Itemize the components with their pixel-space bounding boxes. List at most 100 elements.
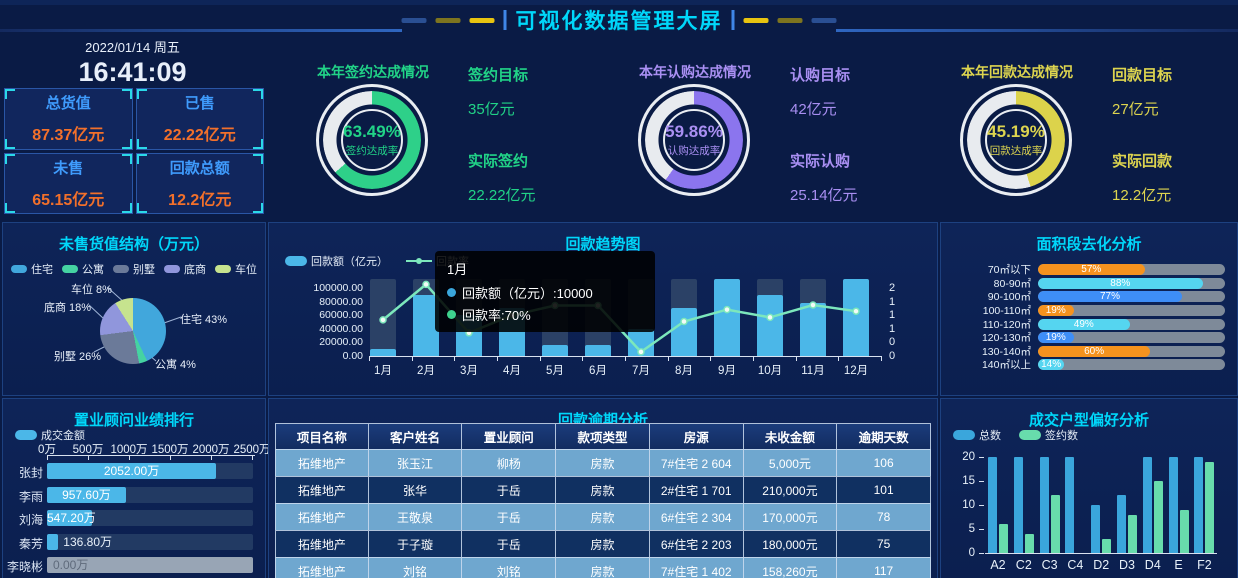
legend-item-signed[interactable]: 签约数 bbox=[1019, 427, 1078, 443]
area-row: 130-140㎡ 60% bbox=[953, 345, 1225, 359]
table-row[interactable]: 拓维地产 于子璇 于岳 房款 6#住宅 2 203 180,000元 75 bbox=[275, 530, 931, 558]
signed-bar[interactable] bbox=[1205, 461, 1215, 553]
ranking-bar-track: 136.80万 bbox=[47, 533, 253, 550]
gauge-sublabel: 回款达成率 bbox=[989, 145, 1043, 157]
signed-bar[interactable] bbox=[1024, 533, 1034, 553]
area-bar-fill[interactable]: 57% bbox=[1038, 264, 1145, 276]
ranking-bar[interactable] bbox=[47, 463, 217, 479]
gauge-percent: 45.19% bbox=[987, 122, 1045, 141]
trend-bar[interactable] bbox=[671, 308, 697, 356]
gauge-signing: 本年签约达成情况 63.49% 签约达成率 签约目标 35亿元 实际签约 22.… bbox=[300, 62, 622, 214]
area-bar-fill[interactable]: 49% bbox=[1038, 318, 1130, 330]
legend-item[interactable]: 车位 bbox=[215, 261, 257, 277]
line-point[interactable] bbox=[379, 316, 387, 324]
gauge-payment: 本年回款达成情况 45.19% 回款达成率 回款目标 27亿元 实际回款 12.… bbox=[944, 62, 1238, 214]
area-bar-fill[interactable]: 19% bbox=[1038, 305, 1074, 317]
donut-chart[interactable]: 63.49% 签约达成率 bbox=[316, 84, 428, 196]
total-bar[interactable] bbox=[1065, 457, 1075, 553]
legend-item[interactable]: 别墅 bbox=[113, 261, 155, 277]
total-bar[interactable] bbox=[1091, 505, 1101, 553]
ranking-value-label: 957.60万 bbox=[62, 487, 111, 502]
trend-bar[interactable] bbox=[843, 279, 869, 356]
line-point[interactable] bbox=[723, 305, 731, 314]
table-cell: 房款 bbox=[556, 503, 650, 531]
total-bar[interactable] bbox=[1039, 457, 1049, 553]
line-point[interactable] bbox=[809, 301, 817, 309]
table-row[interactable]: 拓维地产 张华 于岳 房款 2#住宅 1 701 210,000元 101 bbox=[275, 476, 931, 504]
area-bar-fill[interactable]: 14% bbox=[1038, 359, 1065, 371]
target-label: 签约目标 bbox=[468, 67, 529, 84]
ranking-bar[interactable] bbox=[47, 533, 59, 550]
trend-bar[interactable] bbox=[800, 303, 826, 356]
donut-chart[interactable]: 45.19% 回款达成率 bbox=[960, 84, 1072, 196]
area-bar-fill[interactable]: 60% bbox=[1038, 345, 1151, 357]
line-point[interactable] bbox=[422, 280, 430, 289]
table-cell: 117 bbox=[837, 557, 931, 578]
legend-item[interactable]: 公寓 bbox=[62, 261, 104, 277]
table-header-cell: 项目名称 bbox=[275, 423, 369, 450]
x-tick-label: 0万 bbox=[38, 444, 56, 456]
trend-bar[interactable] bbox=[413, 294, 439, 356]
table-row[interactable]: 拓维地产 刘铭 刘铭 房款 7#住宅 1 402 158,260元 117 bbox=[275, 557, 931, 578]
signed-bar[interactable] bbox=[1179, 509, 1189, 553]
total-bar[interactable] bbox=[1117, 495, 1126, 553]
panel-title: 未售货值结构（万元） bbox=[58, 236, 209, 253]
header-line-left bbox=[0, 29, 402, 32]
table-cell: 于岳 bbox=[462, 503, 557, 531]
signed-bar[interactable] bbox=[999, 524, 1008, 553]
area-row-label: 140㎡以上 bbox=[981, 359, 1031, 372]
housetype-plot[interactable] bbox=[985, 457, 1217, 553]
trend-bar[interactable] bbox=[585, 345, 611, 356]
legend-swatch-icon bbox=[215, 265, 231, 273]
table-cell: 张玉江 bbox=[368, 449, 463, 477]
line-point[interactable] bbox=[637, 348, 645, 356]
line-point[interactable] bbox=[680, 317, 688, 326]
y-tick-label: 5 bbox=[968, 523, 975, 535]
area-bar-fill[interactable]: 19% bbox=[1038, 332, 1074, 344]
signed-bar[interactable] bbox=[1050, 495, 1060, 553]
legend-item[interactable]: 底商 bbox=[164, 261, 206, 277]
axis-tick bbox=[582, 356, 584, 361]
trend-bar[interactable] bbox=[542, 345, 568, 356]
ranking-legend: 成交金额 bbox=[15, 427, 85, 443]
trend-bar[interactable] bbox=[714, 279, 740, 356]
legend-item-bar[interactable]: 回款额（亿元） bbox=[285, 253, 388, 269]
table-row[interactable]: 拓维地产 张玉江 柳杨 房款 7#住宅 2 604 5,000元 106 bbox=[275, 449, 931, 477]
total-bar[interactable] bbox=[1142, 457, 1152, 553]
signed-bar[interactable] bbox=[1153, 481, 1163, 553]
date-label: 2022/01/14 周五 bbox=[85, 40, 180, 55]
area-bar-fill[interactable]: 77% bbox=[1038, 291, 1182, 303]
table-header-cell: 款项类型 bbox=[556, 423, 650, 450]
signed-bar[interactable] bbox=[1128, 514, 1137, 553]
axis-tick bbox=[979, 529, 984, 530]
consultant-name: 李雨 bbox=[18, 489, 43, 504]
table-header-row: 项目名称 客户姓名 置业顾问 款项类型 房源 未收金额 逾期天数 bbox=[275, 423, 931, 450]
trend-bar[interactable] bbox=[370, 349, 396, 356]
line-point[interactable] bbox=[852, 307, 860, 315]
ranking-bar[interactable] bbox=[47, 486, 126, 503]
x-tick-label: C4 bbox=[1067, 558, 1084, 572]
donut-chart[interactable]: 59.86% 认购达成率 bbox=[638, 84, 750, 196]
x-tick-label: 5月 bbox=[546, 365, 564, 377]
trend-bar[interactable] bbox=[757, 294, 783, 356]
total-bar[interactable] bbox=[988, 457, 997, 553]
ranking-bar[interactable] bbox=[47, 510, 93, 526]
table-cell: 6#住宅 2 203 bbox=[649, 530, 744, 558]
signed-bar[interactable] bbox=[1102, 538, 1112, 553]
total-bar[interactable] bbox=[1194, 457, 1204, 553]
legend-item[interactable]: 住宅 bbox=[11, 261, 53, 277]
area-bar-fill[interactable]: 88% bbox=[1038, 277, 1203, 289]
line-point[interactable] bbox=[766, 313, 774, 322]
target-value: 27亿元 bbox=[1112, 101, 1159, 118]
legend-item-total[interactable]: 总数 bbox=[953, 427, 1001, 443]
pie-chart[interactable] bbox=[100, 298, 166, 364]
target-label: 认购目标 bbox=[790, 67, 851, 84]
table-cell: 房款 bbox=[556, 449, 650, 477]
legend-item[interactable]: 成交金额 bbox=[15, 427, 85, 443]
table-cell: 180,000元 bbox=[743, 530, 838, 558]
axis-tick bbox=[625, 356, 626, 361]
total-bar[interactable] bbox=[1013, 457, 1023, 553]
total-bar[interactable] bbox=[1168, 457, 1178, 553]
table-cell: 7#住宅 2 604 bbox=[649, 449, 744, 477]
table-row[interactable]: 拓维地产 王敬泉 于岳 房款 6#住宅 2 304 170,000元 78 bbox=[275, 503, 931, 531]
